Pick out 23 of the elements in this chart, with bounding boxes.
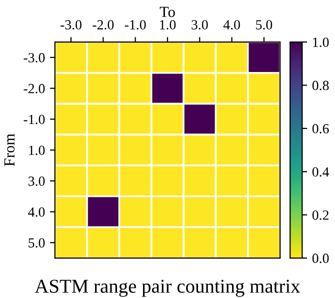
color-bar-label: 0.6 (312, 124, 329, 134)
x-tick-label: 5.0 (256, 20, 272, 30)
x-tick-label: 1.0 (160, 20, 176, 30)
y-tick-label: -3.0 (24, 53, 45, 62)
color-bar-label: 0.2 (312, 210, 328, 220)
y-tick-label: 4.0 (28, 207, 45, 217)
color-bar-label: 1.0 (313, 38, 329, 48)
text: ASTM range pair counting matrix (34, 280, 300, 297)
y-tick-label: 3.0 (28, 176, 45, 186)
x-axis-title: To (160, 6, 175, 18)
x-tick-label: -2.0 (92, 20, 114, 30)
color-bar-label: 0.0 (312, 254, 329, 264)
y-tick-label: -2.0 (24, 84, 45, 94)
x-tick-label: 3.0 (192, 20, 208, 30)
color-bar-label: 0.8 (312, 80, 329, 90)
y-tick-label: -1.0 (24, 114, 45, 124)
x-tick-label: -1.0 (124, 20, 146, 30)
x-tick-label: 4.0 (223, 20, 240, 30)
x-tick-label: -3.0 (60, 20, 82, 30)
y-tick-label: 5.0 (28, 238, 45, 248)
y-tick-label: 1.0 (29, 146, 45, 156)
y-axis-title: From (4, 134, 15, 166)
color-bar-label: 0.4 (312, 167, 330, 177)
